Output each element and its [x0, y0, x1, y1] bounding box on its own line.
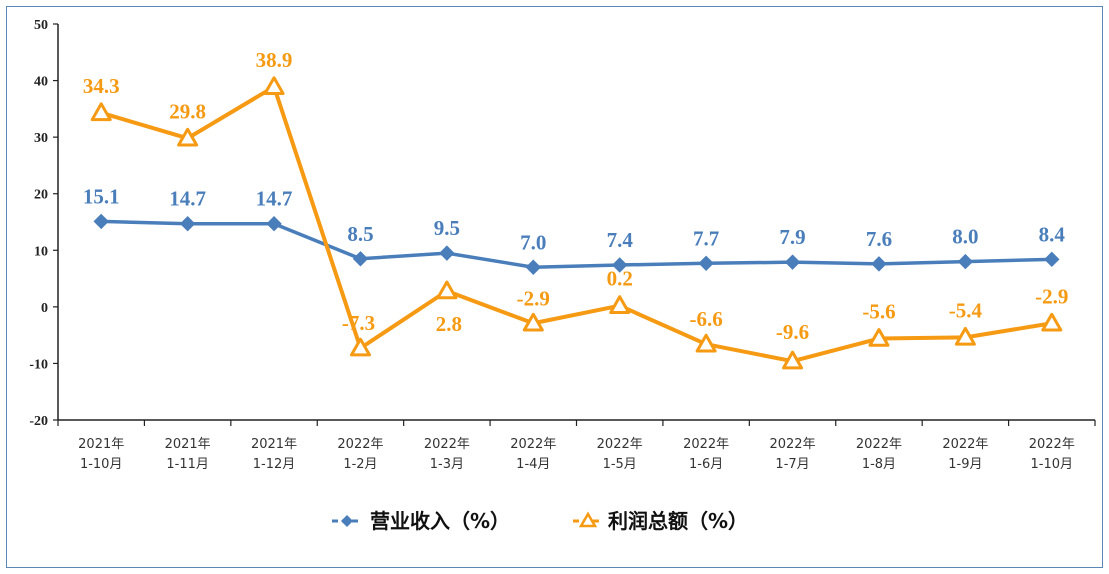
data-label: 8.0	[952, 225, 978, 249]
data-point-marker	[177, 127, 199, 147]
legend-label: 利润总额（%）	[608, 509, 748, 533]
data-point-marker	[871, 256, 887, 272]
data-label: -5.6	[862, 300, 895, 324]
x-tick-label: 1-2月	[343, 457, 377, 472]
x-tick-label: 2022年	[597, 437, 643, 452]
data-label: 7.7	[693, 226, 719, 250]
x-tick-label: 1-9月	[948, 457, 982, 472]
data-label: 7.9	[779, 225, 805, 249]
data-point-marker	[957, 253, 974, 270]
data-point-marker	[179, 215, 196, 232]
data-label: -2.9	[1035, 284, 1068, 308]
x-tick-label: 1-4月	[516, 457, 550, 472]
data-point-marker	[782, 350, 804, 370]
y-tick-label: 10	[34, 244, 48, 259]
data-point-marker	[784, 254, 801, 270]
data-label: 8.5	[347, 222, 373, 246]
x-tick-label: 2021年	[165, 437, 211, 452]
x-tick-label: 1-12月	[253, 457, 296, 472]
y-tick-label: 20	[34, 188, 48, 203]
x-tick-label: 2022年	[337, 437, 383, 452]
data-label: 34.3	[83, 74, 120, 98]
y-tick-label: -10	[29, 357, 48, 372]
legend-diamond-marker	[341, 515, 353, 527]
data-point-marker	[349, 337, 371, 357]
chart-frame	[6, 6, 1103, 568]
x-tick-label: 1-10月	[80, 457, 123, 472]
series-line	[100, 84, 1053, 364]
data-point-marker	[954, 326, 976, 346]
data-label: -2.9	[517, 286, 550, 310]
data-point-marker	[612, 257, 628, 273]
y-axis-ticks: 50 40 30 20 10 0 -10 -20	[29, 18, 58, 429]
data-point-marker	[1044, 251, 1060, 268]
x-tick-label: 2022年	[769, 437, 815, 452]
legend-label: 营业收入（%）	[370, 509, 510, 533]
x-axis-ticks: 2021年 1-10月 2021年 1-11月 2021年 1-12月 2022年 1-2月 2…	[57, 420, 1096, 472]
legend: 营业收入（%） 利润总额（%）	[332, 509, 748, 533]
series-lines	[100, 84, 1053, 364]
data-point-marker	[439, 245, 455, 261]
data-label: 7.6	[866, 227, 892, 251]
data-label: 7.0	[520, 230, 546, 254]
data-point-marker	[522, 312, 544, 332]
data-point-marker	[1041, 312, 1063, 332]
x-tick-label: 1-11月	[166, 457, 209, 472]
x-tick-label: 1-5月	[603, 457, 637, 472]
data-point-marker	[266, 215, 282, 232]
data-label: 15.1	[83, 184, 120, 208]
x-tick-label: 2022年	[510, 437, 556, 452]
data-labels: 15.1 14.7 14.7 8.5 9.5 7.0 7.4 7.7 7.9 7.6 8.0 8.4 3…	[83, 48, 1069, 344]
data-point-marker	[609, 295, 631, 314]
data-label: 38.9	[256, 48, 293, 72]
y-tick-label: 30	[34, 131, 48, 146]
data-label: 14.7	[256, 187, 293, 211]
x-tick-label: 2021年	[251, 437, 297, 452]
data-point-marker	[93, 213, 109, 230]
data-label: 29.8	[169, 99, 206, 123]
data-point-marker	[263, 76, 285, 96]
y-tick-label: 0	[41, 301, 48, 316]
data-point-marker	[698, 255, 714, 272]
x-tick-label: 2022年	[942, 437, 988, 452]
data-label: 0.2	[607, 267, 633, 291]
x-tick-label: 1-7月	[775, 457, 809, 472]
data-point-marker	[436, 280, 458, 300]
data-point-marker	[695, 333, 717, 353]
data-label: -7.3	[342, 311, 375, 335]
series-line	[101, 219, 1052, 270]
x-tick-label: 2022年	[683, 437, 729, 452]
data-point-marker	[90, 102, 112, 122]
data-label: 14.7	[169, 187, 206, 211]
data-label: 9.5	[434, 216, 460, 240]
x-tick-label: 2021年	[78, 437, 124, 452]
x-tick-label: 1-10月	[1031, 457, 1074, 472]
data-label: 2.8	[436, 312, 462, 336]
y-tick-label: -20	[29, 414, 48, 429]
y-tick-label: 50	[34, 18, 48, 33]
x-tick-label: 1-3月	[430, 457, 464, 472]
x-tick-label: 1-8月	[862, 457, 896, 472]
data-point-marker	[352, 251, 369, 267]
x-tick-label: 2022年	[1029, 437, 1075, 452]
legend-triangle-marker	[578, 511, 598, 528]
data-label: -5.4	[949, 298, 983, 322]
y-tick-label: 40	[34, 75, 48, 90]
data-label: 8.4	[1039, 222, 1066, 246]
x-tick-label: 2022年	[856, 437, 902, 452]
series-markers	[90, 76, 1063, 370]
x-tick-label: 1-6月	[689, 457, 723, 472]
x-tick-label: 2022年	[424, 437, 470, 452]
data-label: 7.4	[607, 228, 634, 252]
data-label: -6.6	[690, 307, 723, 331]
data-label: -9.6	[776, 320, 809, 344]
data-point-marker	[525, 259, 541, 275]
data-point-marker	[868, 328, 890, 347]
